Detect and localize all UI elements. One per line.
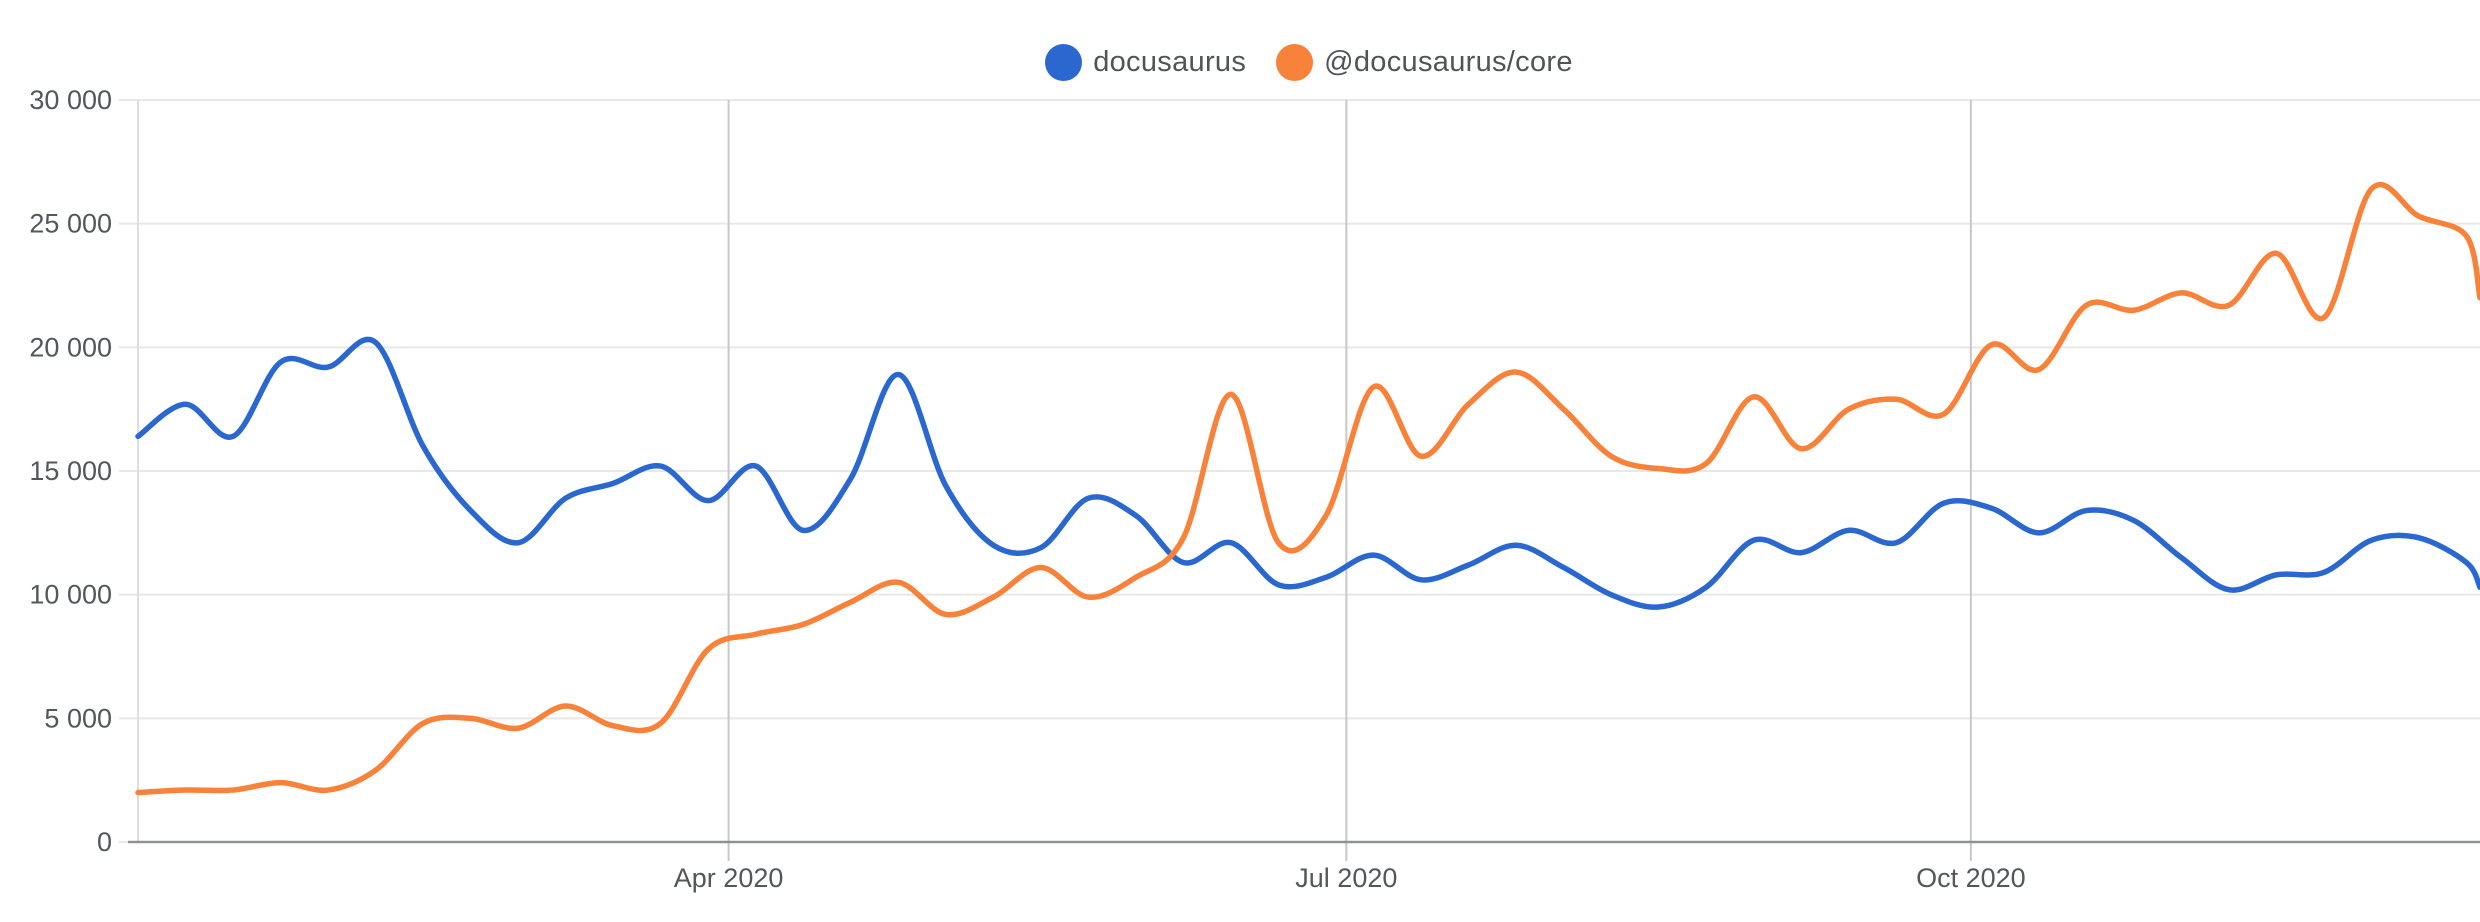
chart-legend: docusaurus @docusaurus/core — [138, 44, 2480, 81]
docusaurus-core-series-dot-icon — [1276, 44, 1314, 81]
docusaurus-series-dot-icon — [1045, 44, 1083, 81]
y-axis-label: 10 000 — [29, 580, 112, 610]
x-axis-label: Apr 2020 — [674, 863, 784, 893]
legend-label-docusaurus-core: @docusaurus/core — [1324, 46, 1573, 78]
y-axis-label: 5 000 — [44, 703, 112, 733]
legend-label-docusaurus: docusaurus — [1093, 46, 1247, 78]
y-axis-label: 20 000 — [29, 332, 112, 362]
x-axis-label: Jul 2020 — [1295, 863, 1397, 893]
y-axis-label: 25 000 — [29, 209, 112, 239]
x-axis-label: Oct 2020 — [1916, 863, 2026, 893]
series-line-docusaurus — [135, 336, 2480, 610]
y-axis-label: 0 — [97, 827, 112, 857]
y-axis-label: 30 000 — [29, 85, 112, 115]
legend-item-docusaurus-core[interactable]: @docusaurus/core — [1276, 44, 1573, 81]
legend-item-docusaurus[interactable]: docusaurus — [1045, 44, 1246, 81]
series-line-docusaurus-core — [135, 182, 2480, 796]
y-axis-label: 15 000 — [29, 456, 112, 486]
